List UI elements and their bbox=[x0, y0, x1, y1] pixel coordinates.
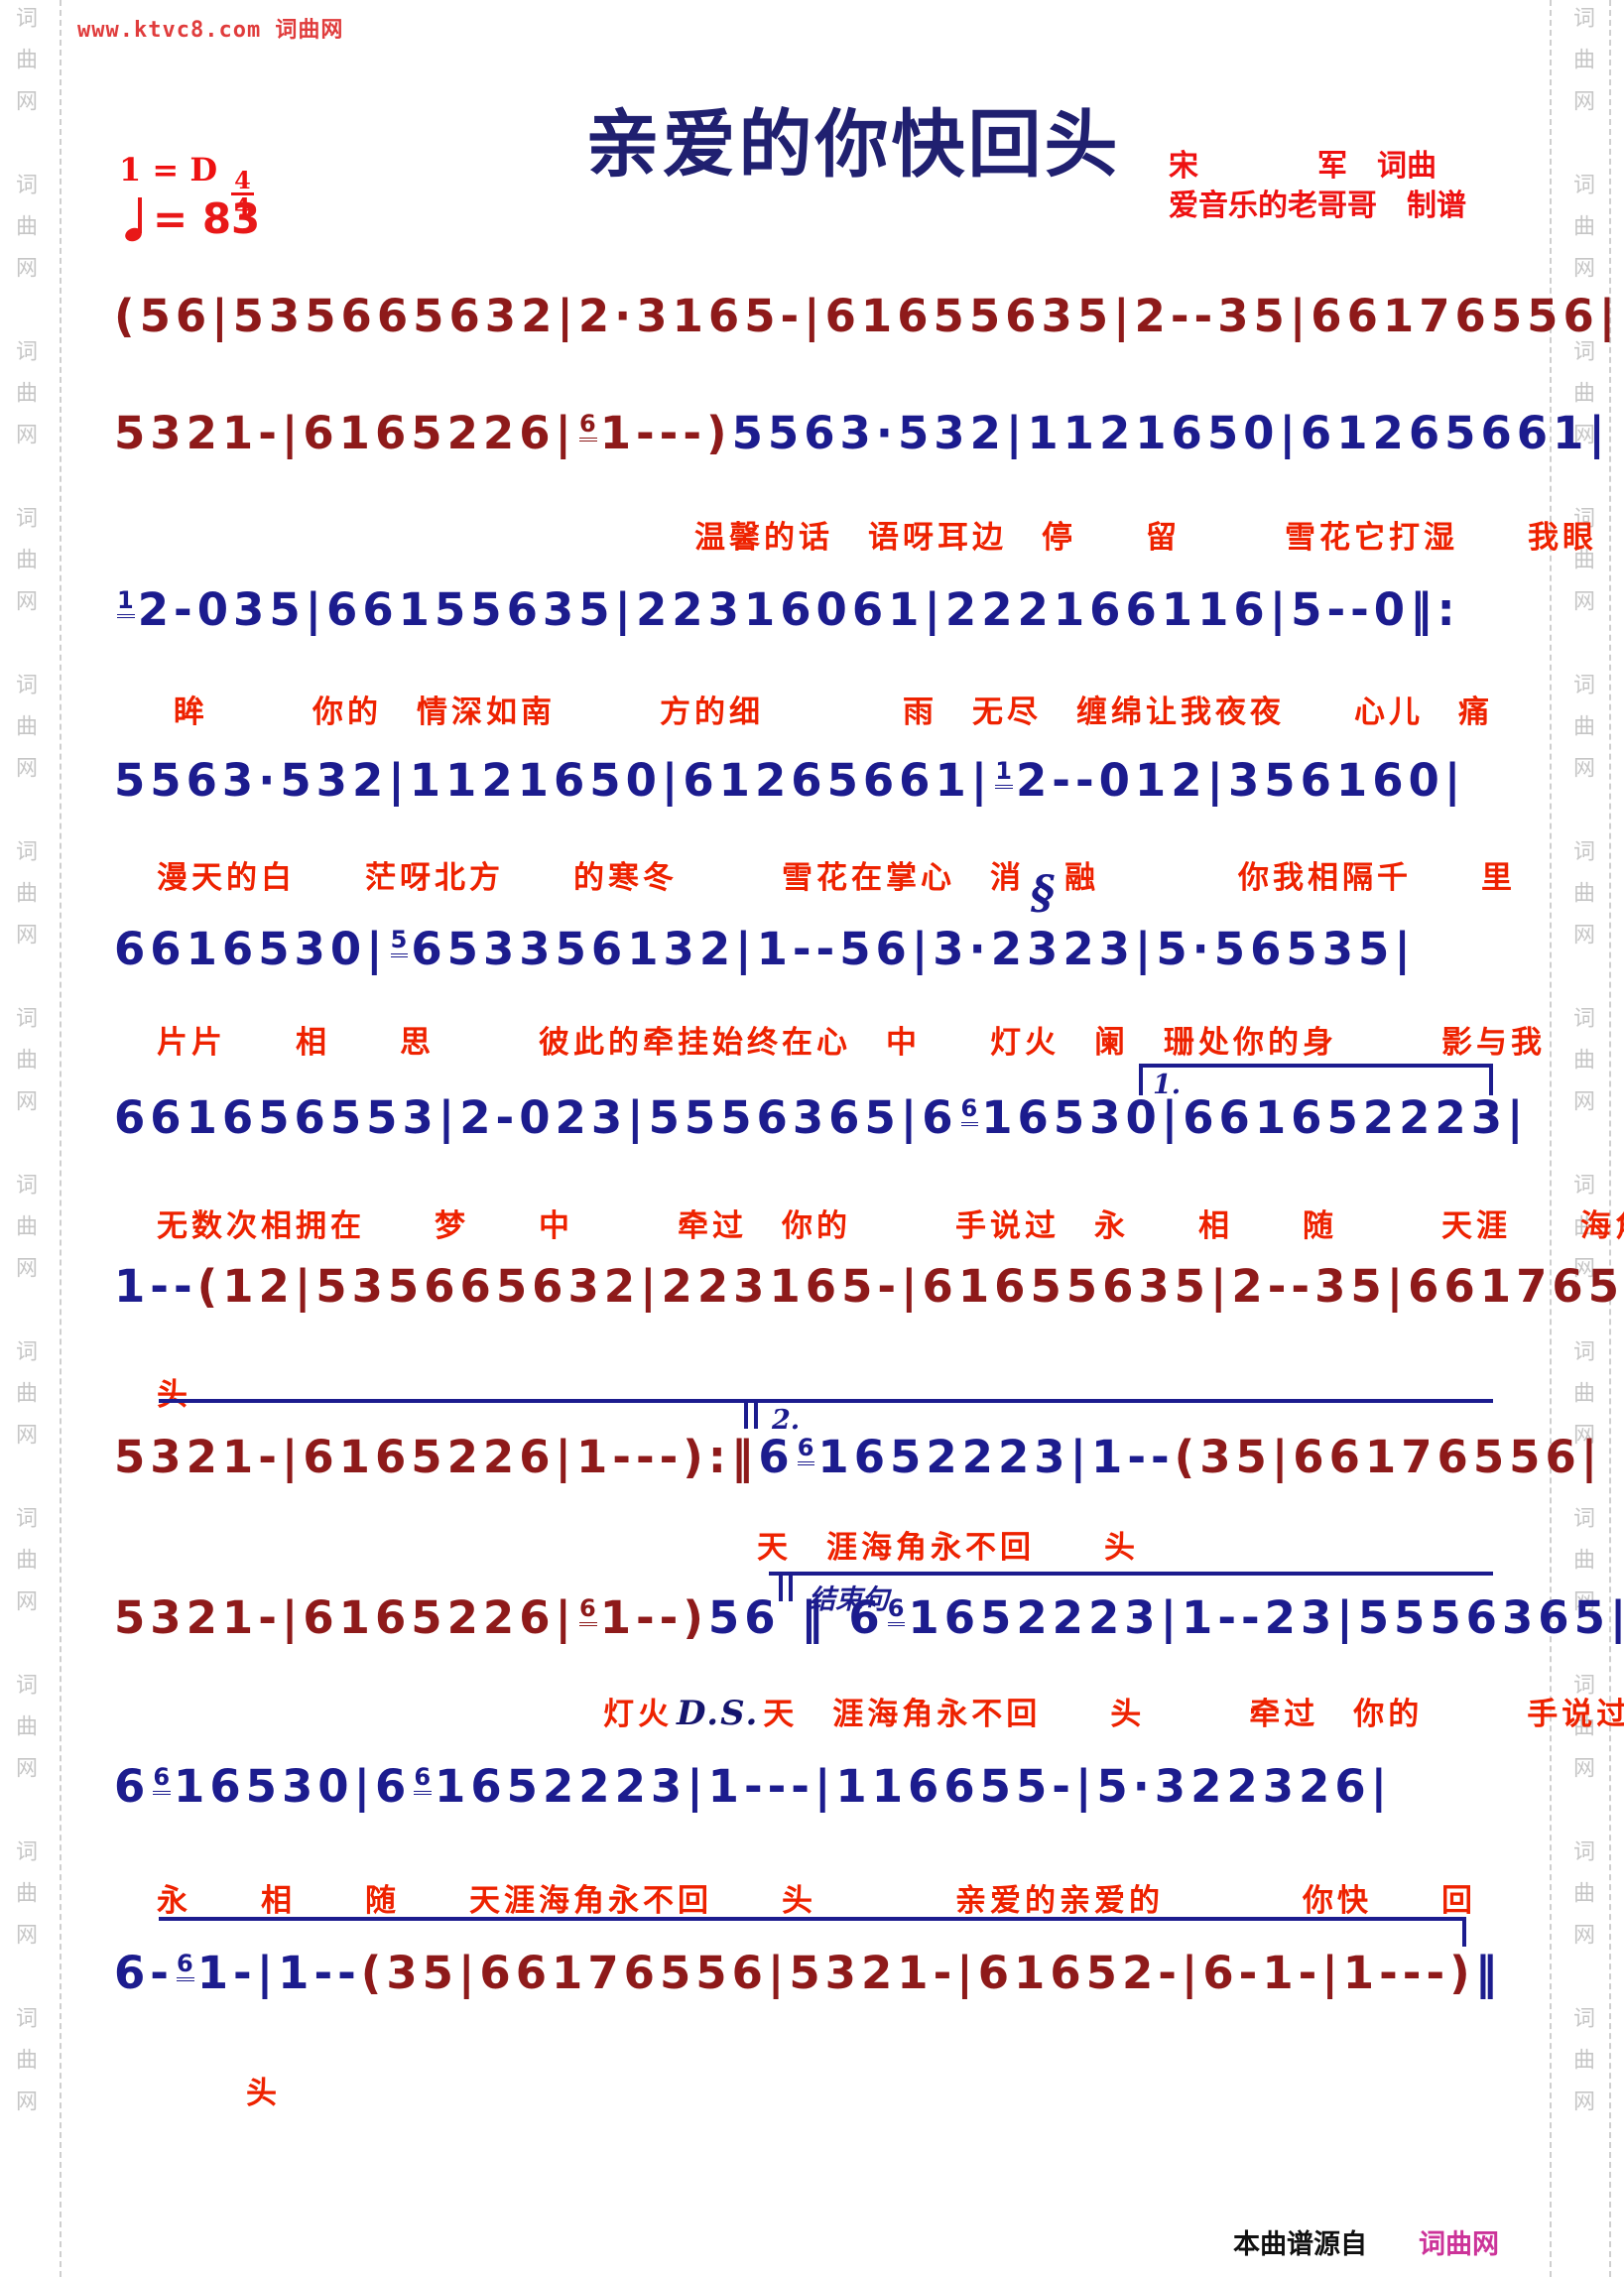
music-segment: 5563·532|1121650|61265661| bbox=[731, 407, 1610, 459]
grace-note: 6 bbox=[797, 1434, 815, 1465]
music-segment: 6 bbox=[114, 1760, 151, 1813]
music-segment: 6616530| bbox=[114, 923, 388, 975]
lyrics-line: 片片 相 思 彼此的牵挂始终在心 中 灯火 阑 珊处你的身 影与我 bbox=[157, 1025, 1546, 1061]
music-segment: 16530|6 bbox=[174, 1760, 412, 1813]
tempo-marking: = 83 bbox=[125, 194, 260, 243]
lyrics-line: 永 相 随 天涯海角永不回 头 亲爱的亲爱的 你快 回 bbox=[157, 1883, 1476, 1919]
music-segment: 2--012|356160| bbox=[1015, 754, 1466, 807]
grace-note: 6 bbox=[578, 1594, 597, 1626]
lyrics-line: 头 bbox=[157, 1377, 191, 1413]
music-segment: (56|535665632|2·3165-|61655635|2--35|661… bbox=[114, 290, 1621, 342]
music-segment: 653356132|1--56|3·2323|5·56535| bbox=[411, 923, 1416, 975]
grace-note: 6 bbox=[960, 1094, 979, 1126]
grace-note: 1 bbox=[117, 586, 135, 618]
music-segment: 1-|1-- bbox=[196, 1947, 361, 1999]
music-segment: (35|66176556| bbox=[1174, 1431, 1603, 1483]
music-segment: (35|66176556|5321-|61652-|6-1-|1---) bbox=[360, 1947, 1475, 1999]
side-watermark-left: 词曲网 词曲网 词曲网 词曲网 词曲网 词曲网 词曲网 词曲网 词曲网 词曲网 … bbox=[12, 6, 37, 2131]
footer-source-text: 本曲谱源自 bbox=[1233, 2229, 1367, 2260]
tempo-value: = 83 bbox=[153, 194, 261, 243]
music-segment: 2-035|66155635|22316061|222166116|5--0‖: bbox=[137, 583, 1460, 636]
grace-note: 6 bbox=[414, 1763, 433, 1795]
final-barline: ‖ bbox=[1474, 1947, 1503, 1999]
music-line: 6616530| 5653356132|1--56|3·2323|5·56535| bbox=[114, 923, 1513, 975]
music-line: 12-035|66155635|22316061|222166116|5--0‖… bbox=[114, 583, 1513, 636]
music-segment: 1652223|1---|116655-|5·322326| bbox=[435, 1760, 1393, 1813]
grace-note: 6 bbox=[578, 410, 597, 442]
music-line: 6 616530|6 61652223|1---|116655-|5·322326| bbox=[114, 1760, 1513, 1813]
music-segment: 1652223|1-- bbox=[817, 1431, 1175, 1483]
segno-icon: § bbox=[1031, 865, 1060, 919]
music-line: 6- 61-|1--(35|66176556|5321-|61652-|6-1-|… bbox=[114, 1947, 1513, 1999]
volta-2-bracket: 2. bbox=[159, 1399, 1493, 1436]
volta-2-label: 2. bbox=[772, 1405, 801, 1436]
arranger-credit: 爱音乐的老哥哥 制谱 bbox=[1169, 189, 1466, 223]
music-segment: 1---) bbox=[599, 407, 732, 459]
right-dashed-divider-outer bbox=[1609, 0, 1611, 2277]
lyrics-line: 眸 你的 情深如南 方的细 雨 无尽 缠绵让我夜夜 心儿 痛 bbox=[174, 695, 1493, 730]
music-line: 5563·532|1121650|61265661| 12--012|356160… bbox=[114, 754, 1513, 807]
music-segment: 5321-|6165226|1---):‖ bbox=[114, 1431, 759, 1483]
lyrics-part: 漫天的白 茫呀北方 的寒冬 雪花在掌心 消 bbox=[157, 860, 1025, 896]
ending-label: 结束句 bbox=[809, 1584, 889, 1615]
grace-note: 6 bbox=[177, 1950, 194, 1981]
volta-1-label: 1. bbox=[1153, 1070, 1182, 1100]
song-title: 亲爱的你快回头 bbox=[585, 102, 1121, 188]
key-label: 1 = D bbox=[119, 151, 218, 189]
ds-marking: D.S. bbox=[677, 1694, 760, 1733]
footer-brand-link[interactable]: 词曲网 bbox=[1419, 2229, 1499, 2260]
lyrics-part: 融 你我相隔千 里 bbox=[1064, 860, 1517, 896]
site-watermark: www.ktvc8.com 词曲网 bbox=[77, 18, 344, 43]
music-segment: 1--) bbox=[599, 1591, 708, 1644]
grace-note: 1 bbox=[995, 757, 1013, 789]
time-top: 4 bbox=[231, 169, 254, 195]
music-segment: 5563·532|1121650|61265661| bbox=[114, 754, 993, 807]
time-bottom: 4 bbox=[234, 192, 251, 221]
ending-continuation-line bbox=[159, 1917, 1466, 1947]
music-segment: 1652223|1--23|5556365| bbox=[908, 1591, 1624, 1644]
music-segment: 5321-|6165226| bbox=[114, 407, 576, 459]
music-segment: 16530|661652223| bbox=[981, 1091, 1529, 1144]
music-line: (56|535665632|2·3165-|61655635|2--35|661… bbox=[114, 290, 1615, 342]
music-segment: 661656553|2-023|5556365|6 bbox=[114, 1091, 958, 1144]
quarter-note-icon bbox=[125, 196, 143, 241]
music-line: 661656553|2-023|5556365|6 616530|66165222… bbox=[114, 1091, 1523, 1144]
lyrics-line: 天 涯海角永不回 头 bbox=[757, 1530, 1139, 1566]
lyrics-line: 无数次相拥在 梦 中 牵过 你的 手说过 永 相 随 天涯 海角永不回 bbox=[157, 1208, 1624, 1244]
music-line: 1--(12|535665632|223165-|61655635|2--35|… bbox=[114, 1260, 1624, 1313]
grace-note: 6 bbox=[887, 1594, 906, 1626]
left-dashed-divider bbox=[60, 0, 62, 2277]
music-segment: 56 ‖ 6 bbox=[707, 1591, 885, 1644]
music-segment: 1-- bbox=[114, 1260, 197, 1313]
volta-1-bracket: 1. bbox=[1139, 1064, 1493, 1100]
music-line: 5321-|6165226|1---):‖6 61652223|1--(35|66… bbox=[114, 1431, 1597, 1483]
grace-note: 6 bbox=[153, 1763, 172, 1795]
music-segment: 6- bbox=[114, 1947, 174, 1999]
lyrics-line: 头 bbox=[246, 2076, 281, 2111]
music-segment: 5321-|6165226| bbox=[114, 1591, 576, 1644]
lyrics-part: 灯火 bbox=[603, 1697, 673, 1732]
composer-credit: 宋 军 词曲 bbox=[1169, 149, 1437, 184]
lyrics-part: 天 涯海角永不回 头 牵过 你的 手说过 bbox=[763, 1697, 1624, 1732]
lyrics-line: 温馨的话 语呀耳边 停 留 雪花它打湿 我眼 bbox=[694, 520, 1597, 556]
music-segment: 6 bbox=[758, 1431, 795, 1483]
music-line: 5321-|6165226| 61---)5563·532|1121650|612… bbox=[114, 407, 1605, 459]
lyrics-line: 灯火 D.S. 天 涯海角永不回 头 牵过 你的 手说过 bbox=[603, 1689, 1624, 1733]
music-line: 5321-|6165226| 61--)56 ‖ 6 61652223|1--23|… bbox=[114, 1591, 1624, 1644]
side-watermark-right: 词曲网 词曲网 词曲网 词曲网 词曲网 词曲网 词曲网 词曲网 词曲网 词曲网 … bbox=[1569, 6, 1594, 2131]
ending-bracket: 结束句 bbox=[769, 1572, 1493, 1615]
credits-block: 宋 军 词曲 爱音乐的老哥哥 制谱 bbox=[1169, 147, 1466, 226]
lyrics-line: 漫天的白 茫呀北方 的寒冬 雪花在掌心 消 § 融 你我相隔千 里 bbox=[157, 845, 1517, 919]
footer-source: 本曲谱源自 词曲网 bbox=[1233, 2222, 1499, 2261]
right-dashed-divider bbox=[1550, 0, 1552, 2277]
music-segment: (12|535665632|223165-|61655635|2--35|661… bbox=[196, 1260, 1624, 1313]
grace-note: 5 bbox=[390, 926, 409, 957]
